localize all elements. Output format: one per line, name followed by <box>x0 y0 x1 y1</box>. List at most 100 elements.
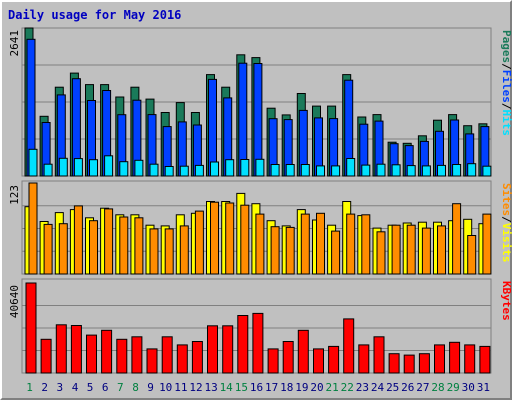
bar-hits <box>285 164 295 177</box>
x-tick-label: 5 <box>87 381 94 394</box>
legend: KBytes <box>500 281 512 321</box>
bar-sites <box>270 226 280 275</box>
bar-sites <box>134 217 144 275</box>
bar-hits <box>225 159 235 177</box>
x-tick-label: 4 <box>72 381 79 394</box>
legend-item-hits: Hits <box>500 110 512 137</box>
bar-hits <box>255 158 265 177</box>
x-tick-label: 16 <box>250 381 263 394</box>
x-tick-label: 31 <box>477 381 490 394</box>
x-tick-label: 27 <box>416 381 429 394</box>
bar-kbytes <box>237 315 249 374</box>
bar-sites <box>89 220 98 275</box>
bar-hits <box>43 163 53 177</box>
bar-hits <box>58 157 68 177</box>
bar-hits <box>194 164 204 177</box>
bar-sites <box>406 224 416 275</box>
panel-top: 2641 Pages/Files/Hits <box>8 27 512 177</box>
legend-item-visits: Visits <box>500 223 512 263</box>
legend-separator: / <box>500 103 512 110</box>
bar-sites <box>119 216 129 275</box>
legend-item-sites: Sites <box>500 183 512 216</box>
panel-bottom: 40640 KBytes <box>8 278 512 374</box>
bar-kbytes <box>373 336 385 374</box>
y-max-label: 2641 <box>8 30 21 57</box>
bar-hits <box>73 158 83 177</box>
x-tick-label: 6 <box>102 381 109 394</box>
x-tick-label: 26 <box>401 381 414 394</box>
bar-kbytes <box>358 344 370 374</box>
bar-sites <box>482 213 492 275</box>
bar-hits <box>346 158 356 177</box>
bar-hits <box>406 165 416 177</box>
x-tick-label: 20 <box>310 381 323 394</box>
bar-kbytes <box>267 348 279 374</box>
bar-kbytes <box>328 345 340 374</box>
bar-kbytes <box>176 344 188 374</box>
x-tick-label: 30 <box>462 381 475 394</box>
bar-kbytes <box>116 338 128 374</box>
bar-hits <box>134 159 144 177</box>
bar-kbytes <box>449 341 461 374</box>
bar-sites <box>179 225 189 275</box>
legend-separator: / <box>500 216 512 223</box>
bar-hits <box>300 164 310 177</box>
bar-kbytes <box>403 354 415 374</box>
bar-sites <box>285 226 295 275</box>
bar-sites <box>149 228 159 275</box>
y-max-label: 123 <box>8 185 21 205</box>
x-tick-label: 14 <box>220 381 234 394</box>
x-tick-label: 13 <box>204 381 217 394</box>
bar-hits <box>437 164 446 177</box>
bar-hits <box>452 164 462 177</box>
bar-kbytes <box>131 336 143 374</box>
bar-kbytes <box>464 344 476 374</box>
bar-sites <box>452 203 462 275</box>
bar-kbytes <box>40 338 52 374</box>
bar-kbytes <box>222 325 234 374</box>
x-tick-label: 1 <box>26 381 33 394</box>
bar-sites <box>300 213 310 275</box>
bar-hits <box>89 159 98 177</box>
bar-sites <box>28 182 38 275</box>
x-tick-label: 29 <box>447 381 460 394</box>
bar-hits <box>361 164 371 177</box>
bar-hits <box>421 165 431 177</box>
x-tick-label: 19 <box>295 381 308 394</box>
legend-separator: / <box>500 63 512 70</box>
bar-sites <box>58 223 68 275</box>
bar-hits <box>331 165 341 177</box>
x-tick-label: 21 <box>325 381 338 394</box>
x-tick-label: 17 <box>265 381 278 394</box>
x-tick-label: 23 <box>356 381 369 394</box>
bar-hits <box>316 165 325 177</box>
x-tick-label: 11 <box>174 381 187 394</box>
bar-sites <box>361 214 371 275</box>
bar-kbytes <box>161 336 173 374</box>
bar-kbytes <box>25 282 37 374</box>
bar-kbytes <box>479 345 491 374</box>
x-tick-label: 9 <box>147 381 154 394</box>
x-tick-label: 15 <box>235 381 248 394</box>
x-tick-label: 7 <box>117 381 124 394</box>
bar-kbytes <box>70 325 82 374</box>
bar-hits <box>179 165 189 177</box>
legend: Sites/Visits <box>500 183 512 263</box>
bar-sites <box>437 225 446 275</box>
x-tick-label: 24 <box>371 381 385 394</box>
bar-sites <box>376 231 386 275</box>
bar-sites <box>240 204 250 275</box>
bar-sites <box>164 228 174 275</box>
bar-kbytes <box>101 329 113 374</box>
bar-hits <box>28 148 38 177</box>
x-tick-label: 10 <box>159 381 172 394</box>
x-tick-label: 3 <box>56 381 63 394</box>
bar-sites <box>43 223 53 275</box>
bar-kbytes <box>252 312 264 374</box>
bar-sites <box>255 213 265 275</box>
bar-kbytes <box>207 325 218 374</box>
legend-item-files: Files <box>500 70 512 103</box>
bar-hits <box>270 164 280 177</box>
bar-kbytes <box>55 324 67 374</box>
bar-hits <box>391 164 401 177</box>
